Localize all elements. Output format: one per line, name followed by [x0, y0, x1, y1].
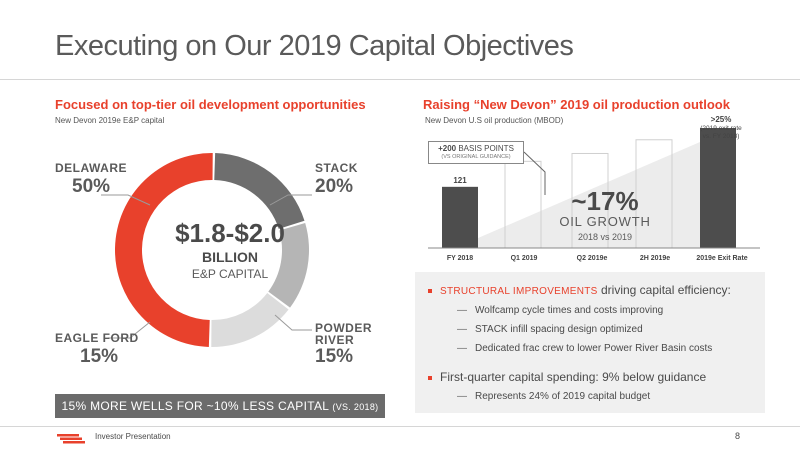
segment-label-delaware: DELAWARE [55, 161, 128, 175]
exit-note-line1: (2019 exit rate [700, 125, 742, 132]
growth-label: OIL GROWTH [559, 214, 651, 229]
donut-slice-delaware [115, 153, 213, 347]
exit-rate-note: >25% (2019 exit rate vs. FY 2018) [690, 116, 752, 141]
bullet-marker [428, 375, 432, 380]
callout-pointer [523, 151, 546, 195]
left-subheading: New Devon 2019e E&P capital [55, 116, 165, 125]
callout-small: (VS ORIGINAL GUIDANCE) [441, 154, 511, 160]
leader-line [101, 194, 151, 206]
growth-value: ~17% [571, 186, 639, 216]
basis-points-callout: +200 BASIS POINTS (VS ORIGINAL GUIDANCE) [428, 141, 524, 164]
donut-center-amount: $1.8-$2.0 [175, 218, 285, 248]
segment-pct-delaware: 50% [72, 176, 111, 197]
donut-center-caption: E&P CAPITAL [191, 267, 269, 281]
sub-bullet-capital-budget: — Represents 24% of 2019 capital budget [457, 391, 651, 402]
bullet-marker [428, 288, 432, 293]
growth-sub: 2018 vs 2019 [577, 232, 633, 242]
sub-bullet-text: Wolfcamp cycle times and costs improving [475, 305, 664, 316]
bullet-first-quarter: First-quarter capital spending: 9% below… [428, 370, 706, 384]
x-tick-label: 2H 2019e [639, 255, 671, 262]
sub-bullet-stack: — STACK infill spacing design optimized [457, 324, 643, 335]
sub-bullet-text: Represents 24% of 2019 capital budget [475, 391, 651, 402]
bar-fy-2018 [442, 186, 478, 248]
segment-label-powder-river-2: RIVER [315, 333, 355, 347]
sub-bullet-wolfcamp: — Wolfcamp cycle times and costs improvin… [457, 305, 664, 316]
sub-bullet-frac-crew: — Dedicated frac crew to lower Power Rive… [457, 343, 713, 354]
bullet-structural: STRUCTURAL IMPROVEMENTS driving capital … [428, 283, 731, 297]
segment-pct-eagle-ford: 15% [80, 346, 119, 367]
wells-banner: 15% MORE WELLS FOR ~10% LESS CAPITAL (VS… [55, 394, 385, 418]
page-number: 8 [735, 431, 741, 441]
donut-slice-powder-river [268, 223, 309, 308]
page-title: Executing on Our 2019 Capital Objectives [55, 30, 574, 62]
bar-data-label: 121 [453, 176, 467, 185]
leader-line [269, 194, 312, 206]
bullet-text: driving capital efficiency: [597, 283, 731, 297]
donut-slice-eagle-ford [211, 292, 289, 348]
banner-main-text: 15% MORE WELLS FOR ~10% LESS CAPITAL [61, 399, 333, 413]
segment-label-powder-river-1: POWDER [315, 321, 372, 335]
right-heading: Raising “New Devon” 2019 oil production … [423, 97, 730, 112]
growth-wedge [455, 142, 700, 248]
x-tick-label: Q1 2019 [510, 255, 538, 262]
footer-text: Investor Presentation [95, 432, 171, 441]
footer-divider [0, 426, 800, 427]
right-subheading: New Devon U.S oil production (MBOD) [425, 116, 564, 125]
x-tick-label: 2019e Exit Rate [696, 255, 748, 262]
leader-line [274, 314, 312, 331]
x-tick-label: FY 2018 [446, 255, 474, 262]
callout-bold: +200 [438, 144, 457, 153]
exit-rate-pct: >25% [710, 115, 732, 124]
callout-text: BASIS POINTS [456, 144, 514, 153]
banner-small-text: (VS. 2018) [332, 402, 379, 412]
leader-line [108, 321, 151, 339]
sub-bullet-text: Dedicated frac crew to lower Power River… [475, 343, 713, 354]
devon-logo-icon [57, 434, 85, 444]
exit-note-line2: vs. FY 2018) [702, 133, 740, 140]
bullets-panel [415, 272, 765, 413]
donut-center-unit: BILLION [202, 249, 258, 265]
bullet-text: First-quarter capital spending: 9% below… [440, 370, 707, 384]
segment-label-stack: STACK [315, 161, 358, 175]
donut-slice-stack [214, 153, 305, 229]
bar-2019e-exit-rate [700, 128, 736, 248]
segment-pct-stack: 20% [315, 176, 354, 197]
bullet-highlight: STRUCTURAL IMPROVEMENTS [440, 286, 598, 297]
title-divider [0, 79, 800, 80]
left-heading: Focused on top-tier oil development oppo… [55, 97, 366, 112]
segment-label-eagle-ford: EAGLE FORD [55, 331, 139, 345]
x-tick-label: Q2 2019e [576, 255, 608, 262]
segment-pct-powder-river: 15% [315, 346, 354, 367]
sub-bullet-text: STACK infill spacing design optimized [475, 324, 643, 335]
